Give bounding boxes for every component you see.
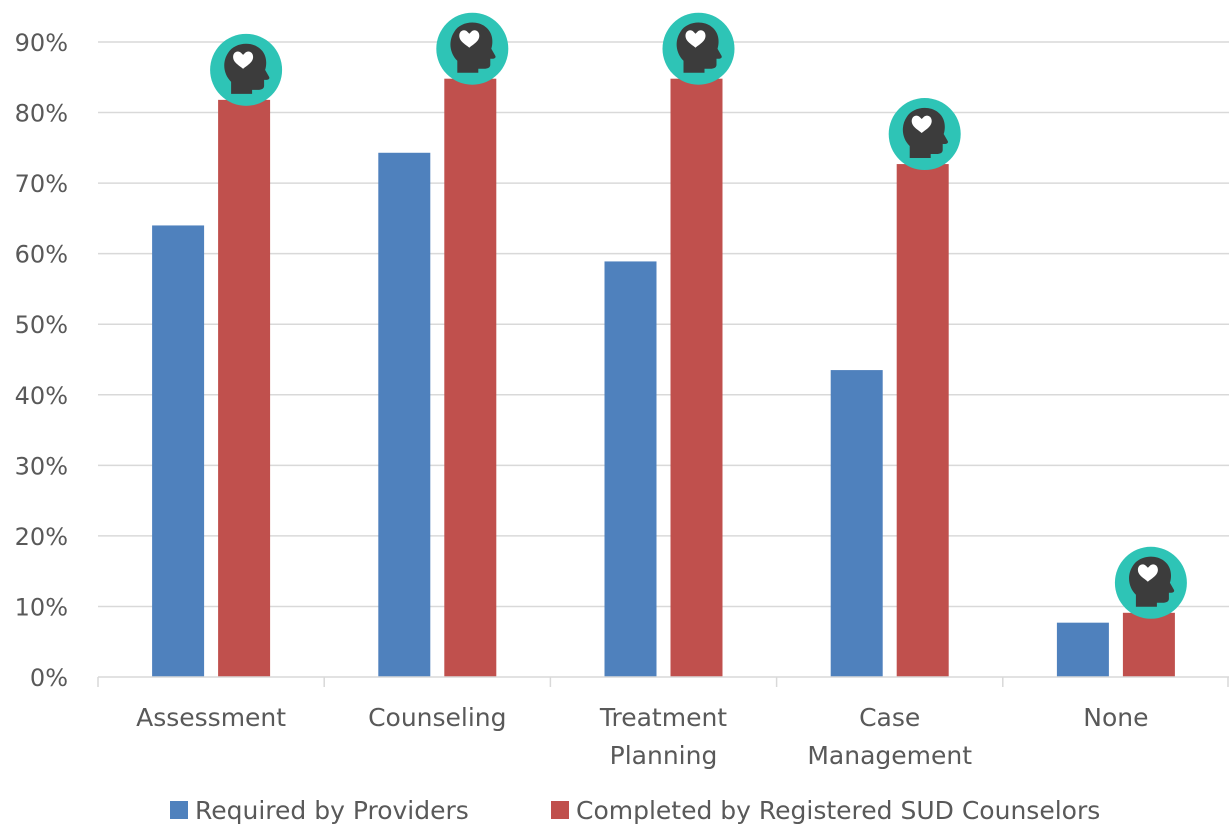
y-tick-label: 70%	[15, 170, 68, 198]
head-with-heart-icon	[436, 12, 509, 85]
bar-completed	[444, 78, 497, 677]
y-tick-label: 80%	[15, 100, 68, 128]
heart-shape	[459, 30, 480, 48]
y-tick-label: 40%	[15, 382, 68, 410]
y-tick-label: 0%	[30, 664, 68, 692]
bar-completed	[670, 78, 723, 677]
category-label-line: Case	[859, 703, 920, 732]
bars	[152, 78, 1175, 678]
x-axis-labels: Assessment Counseling Treatment Planning Cas…	[136, 703, 1148, 770]
legend-item: Completed by Registered SUD Counselors	[551, 796, 1100, 825]
y-tick-label: 30%	[15, 452, 68, 480]
category-label-line: Assessment	[136, 703, 286, 732]
heart-shape	[911, 115, 932, 134]
bar-completed	[1122, 612, 1175, 677]
y-tick-label: 60%	[15, 241, 68, 269]
heart-shape	[685, 30, 706, 48]
legend-item: Required by Providers	[170, 796, 469, 825]
category-label: Treatment Planning	[599, 703, 727, 770]
legend-label: Completed by Registered SUD Counselors	[576, 796, 1100, 825]
y-tick-label: 20%	[15, 523, 68, 551]
head-with-heart-icon	[210, 33, 283, 106]
bar-required	[1056, 622, 1109, 677]
category-label-line: None	[1083, 703, 1148, 732]
head-with-heart-icon	[888, 98, 961, 171]
category-label-line: Planning	[610, 741, 718, 770]
y-tick-label: 10%	[15, 593, 68, 621]
bar-markers	[210, 12, 1187, 619]
bar-completed	[218, 99, 271, 678]
y-tick-label: 50%	[15, 311, 68, 339]
bar-required	[604, 261, 657, 677]
bar-required	[152, 225, 205, 677]
category-label: Counseling	[368, 703, 506, 732]
bar-completed	[896, 164, 949, 678]
category-label: Case Management	[807, 703, 972, 770]
y-axis-ticks: 0% 10% 20% 30% 40% 50% 60% 70% 80% 90%	[15, 29, 68, 692]
category-label-line: Treatment	[599, 703, 727, 732]
category-label-line: Counseling	[368, 703, 506, 732]
x-axis	[97, 676, 1229, 687]
bar-required	[378, 152, 431, 677]
category-label: None	[1083, 703, 1148, 732]
legend: Required by Providers Completed by Regist…	[170, 796, 1100, 825]
y-tick-label: 90%	[15, 29, 68, 57]
bar-required	[830, 370, 883, 677]
legend-swatch	[170, 801, 188, 819]
category-label-line: Management	[807, 741, 972, 770]
head-with-heart-icon	[1114, 546, 1187, 619]
category-label: Assessment	[136, 703, 286, 732]
heart-shape	[1137, 564, 1158, 582]
legend-swatch	[551, 801, 569, 819]
heart-shape	[233, 51, 254, 69]
head-with-heart-icon	[662, 12, 735, 85]
legend-label: Required by Providers	[195, 796, 469, 825]
